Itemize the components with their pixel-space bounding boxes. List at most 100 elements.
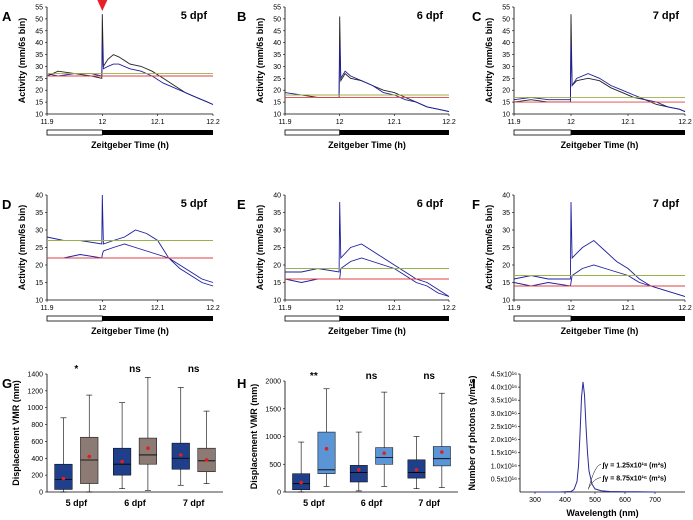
annotation-leader: [588, 477, 602, 489]
y-tick-label: 25: [273, 245, 281, 252]
y-tick-label: 20: [502, 88, 510, 95]
mean-dot: [414, 468, 419, 472]
x-tick-label: 600: [619, 497, 631, 504]
y-tick-label: 30: [273, 64, 281, 71]
light-period-bar: [513, 129, 572, 136]
light-period-bar: [513, 315, 572, 322]
y-tick-label: 3.0x10¹⁶: [491, 411, 517, 418]
x-axis-label: Zeitgeber Time (h): [328, 140, 406, 150]
mean-dot: [204, 458, 209, 462]
y-tick-label: 55: [35, 5, 43, 12]
y-tick-label: 15: [35, 280, 43, 287]
y-tick-label: 40: [35, 193, 43, 200]
y-tick-label: 45: [35, 28, 43, 35]
x-tick-label: 500: [589, 497, 601, 504]
y-tick-label: 50: [502, 16, 510, 23]
y-tick-label: 1400: [27, 372, 43, 379]
y-tick-label: 55: [273, 5, 281, 12]
significance-label: ns: [188, 364, 200, 375]
y-axis-label: Activity (mm/6s bin): [484, 205, 494, 291]
y-tick-label: 200: [31, 473, 43, 480]
light-period-bar: [46, 129, 103, 136]
panel-title: 5 dpf: [181, 10, 208, 22]
category-label: 7 dpf: [418, 498, 441, 508]
panel-label: B: [237, 9, 246, 24]
y-tick-label: 10: [273, 112, 281, 119]
panel-title: 7 dpf: [653, 198, 680, 210]
y-axis-label: Activity (mm/6s bin): [255, 205, 265, 291]
x-tick-label: 12.1: [621, 305, 635, 312]
x-axis-label: Zeitgeber Time (h): [91, 140, 169, 150]
y-tick-label: 20: [35, 88, 43, 95]
dark-period-bar: [339, 130, 449, 135]
dark-period-bar: [339, 316, 449, 321]
panel-title: 5 dpf: [181, 198, 208, 210]
x-tick-label: 12.1: [151, 119, 165, 126]
category-label: 6 dpf: [124, 498, 147, 508]
mean-dot: [382, 451, 386, 455]
x-tick-label: 12: [336, 119, 344, 126]
x-tick-label: 12.2: [678, 119, 692, 126]
x-axis-label: Zeitgeber Time (h): [328, 326, 406, 336]
significance-label: ns: [129, 364, 141, 375]
y-tick-label: 35: [502, 52, 510, 59]
mean-dot: [357, 468, 361, 472]
y-tick-label: 25: [502, 76, 510, 83]
mean-dot: [299, 480, 303, 485]
y-tick-label: 600: [31, 439, 43, 446]
x-tick-label: 12.2: [206, 305, 220, 312]
mean-dot: [146, 446, 150, 450]
y-tick-label: 15: [502, 280, 510, 287]
y-tick-label: 4.5x10¹⁶: [491, 372, 517, 379]
y-tick-label: 4.0x10¹⁶: [491, 385, 517, 392]
y-tick-label: 40: [273, 193, 281, 200]
dark-period-bar: [102, 130, 213, 135]
y-tick-label: 50: [273, 16, 281, 23]
mean-dot: [87, 454, 92, 459]
y-tick-label: 35: [35, 52, 43, 59]
y-axis-label: Displacement VMR (mm): [249, 384, 259, 490]
x-tick-label: 11.9: [507, 305, 520, 312]
y-tick-label: 35: [35, 210, 43, 217]
y-tick-label: 10: [273, 298, 281, 305]
category-label: 7 dpf: [183, 498, 206, 508]
box: [375, 447, 394, 465]
y-tick-label: 30: [35, 64, 43, 71]
series-line: [46, 14, 214, 105]
series-line: [513, 264, 686, 297]
y-tick-label: 15: [273, 280, 281, 287]
y-tick-label: 3.5x10¹⁶: [491, 398, 517, 405]
x-tick-label: 12.1: [388, 119, 402, 126]
annotation-leader: [588, 464, 602, 490]
mean-dot: [178, 453, 183, 457]
x-axis-label: Zeitgeber Time (h): [91, 326, 169, 336]
series-line: [513, 201, 686, 297]
x-tick-label: 12: [98, 305, 106, 312]
x-tick-label: 11.9: [278, 119, 291, 126]
x-tick-label: 12.1: [621, 119, 635, 126]
x-tick-label: 12.2: [442, 119, 456, 126]
y-tick-label: 30: [273, 228, 281, 235]
x-tick-label: 12: [98, 119, 106, 126]
mean-dot: [324, 446, 329, 451]
y-tick-label: 10: [502, 112, 510, 119]
y-tick-label: 30: [35, 228, 43, 235]
x-tick-label: 11.9: [40, 119, 53, 126]
y-tick-label: 40: [273, 40, 281, 47]
series-line: [513, 42, 686, 113]
y-tick-label: 0: [39, 490, 43, 497]
y-tick-label: 0: [277, 490, 281, 497]
x-tick-label: 12: [567, 305, 575, 312]
y-tick-label: 25: [35, 245, 43, 252]
x-tick-label: 12.1: [388, 305, 402, 312]
integral-annotation: ∫γ = 1.25x10¹⁸ (m²s): [602, 462, 667, 469]
series-line: [284, 257, 450, 297]
y-tick-label: 400: [31, 456, 43, 463]
light-period-bar: [284, 129, 341, 136]
x-tick-label: 12.2: [678, 305, 692, 312]
y-tick-label: 15: [35, 100, 43, 107]
series-line: [46, 194, 214, 287]
y-axis-label: Activity (mm/6s bin): [484, 18, 494, 104]
panel-label: E: [237, 197, 246, 212]
